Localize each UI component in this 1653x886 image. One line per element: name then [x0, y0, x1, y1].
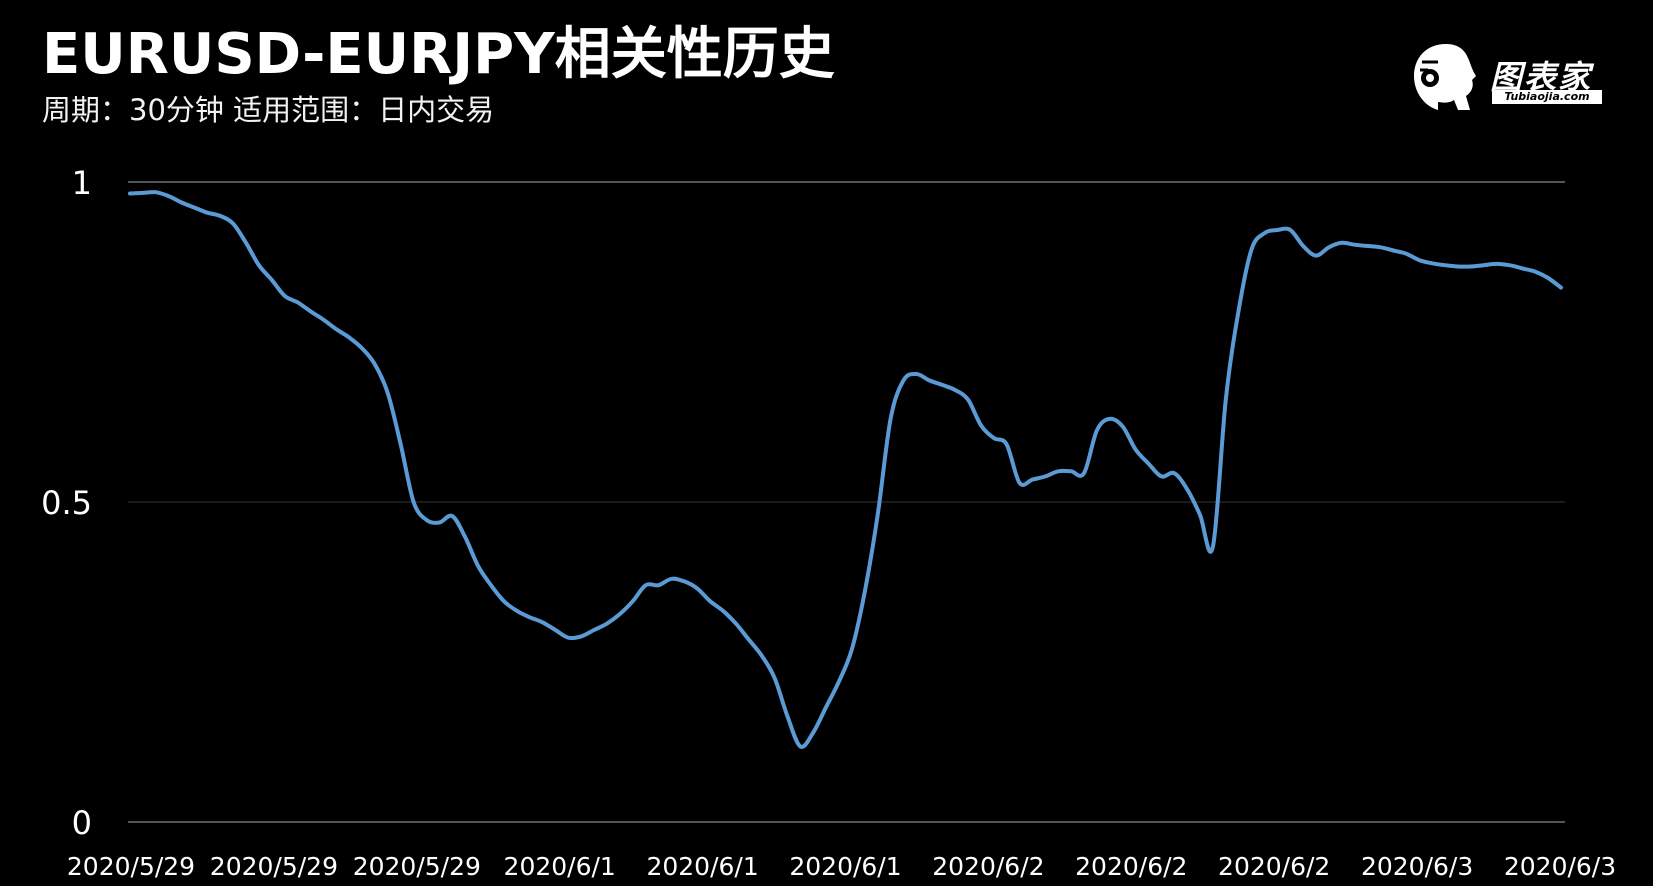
y-tick-label: 0 — [72, 804, 92, 842]
x-tick-label: 2020/6/1 — [646, 852, 758, 881]
head-logo-icon — [1414, 44, 1476, 110]
x-tick-label: 2020/6/3 — [1504, 852, 1616, 881]
x-tick-label: 2020/6/3 — [1361, 852, 1473, 881]
x-tick-label: 2020/6/1 — [504, 852, 616, 881]
logo-site: Tubiaojia.com — [1492, 90, 1602, 104]
chart-subtitle: 周期：30分钟 适用范围：日内交易 — [42, 93, 495, 127]
x-tick-label: 2020/5/29 — [67, 852, 195, 881]
x-tick-label: 2020/6/2 — [1075, 852, 1187, 881]
y-tick-label: 0.5 — [41, 484, 92, 522]
series-line — [128, 190, 1563, 749]
x-tick-label: 2020/6/1 — [789, 852, 901, 881]
y-tick-label: 1 — [72, 164, 92, 202]
logo-name: 图表家 — [1490, 58, 1593, 96]
y-axis-ticks: 00.51 — [41, 164, 92, 842]
series-layer — [128, 190, 1563, 749]
grid-lines — [128, 181, 1565, 823]
x-tick-label: 2020/5/29 — [353, 852, 481, 881]
x-axis-ticks: 2020/5/29 2020/5/29 2020/5/29 2020/6/1 2020/… — [67, 852, 1616, 881]
x-tick-label: 2020/6/2 — [932, 852, 1044, 881]
x-tick-label: 2020/5/29 — [210, 852, 338, 881]
brand-logo: 图表家 Tubiaojia.com — [1408, 40, 1608, 120]
chart-title: EURUSD-EURJPY相关性历史 — [42, 22, 835, 87]
x-tick-label: 2020/6/2 — [1218, 852, 1330, 881]
